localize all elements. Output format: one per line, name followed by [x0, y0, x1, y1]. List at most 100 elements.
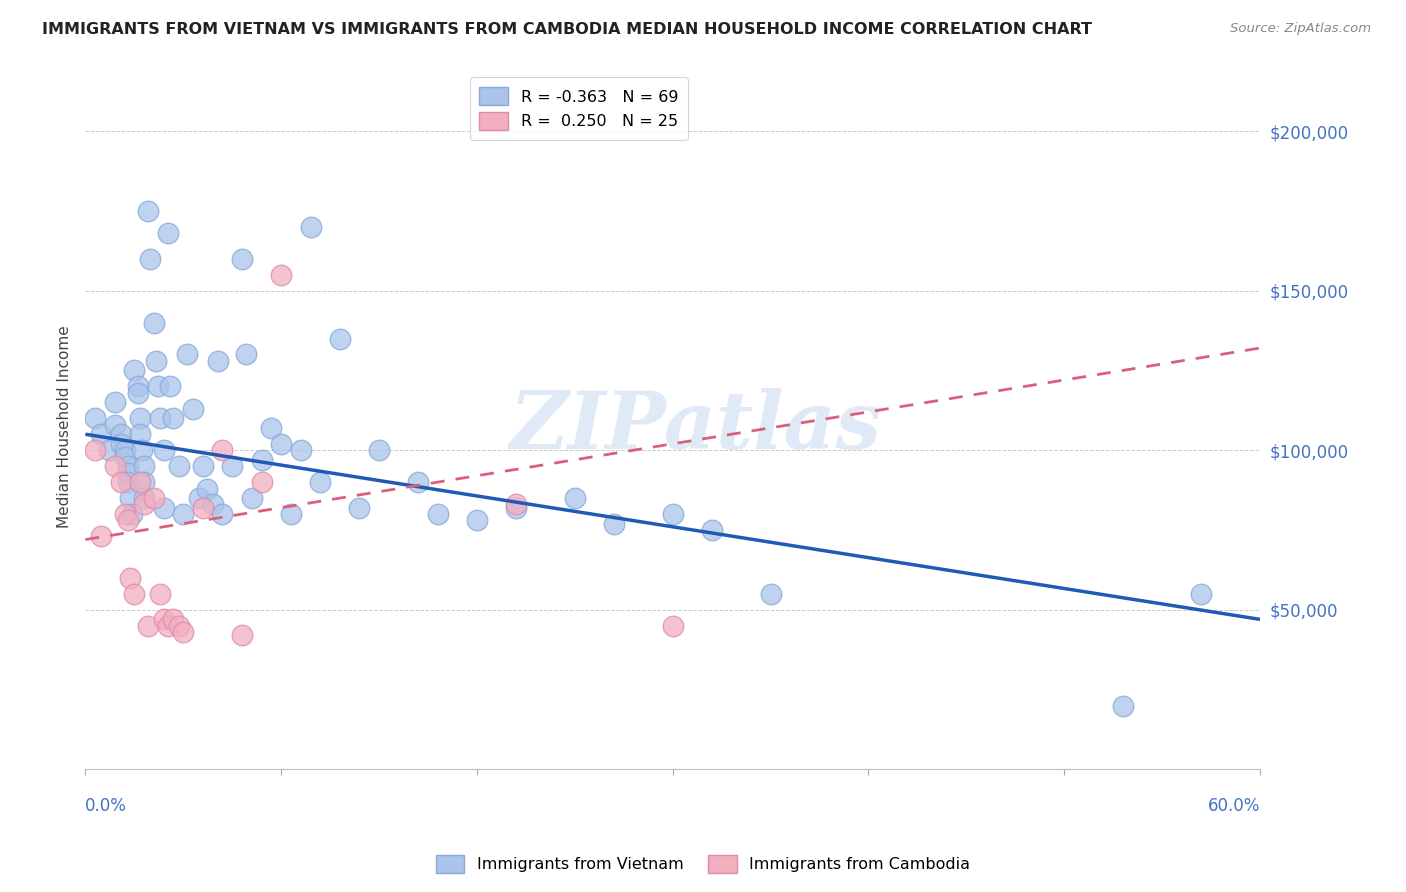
Point [114, 507, 136, 521]
Point [505, 498, 527, 512]
Point [162, 411, 184, 425]
Point [406, 475, 429, 489]
Point [235, 347, 257, 361]
Point [127, 385, 149, 400]
Point [117, 466, 139, 480]
Point [309, 475, 332, 489]
Point [152, 612, 174, 626]
Point [97, 443, 120, 458]
Point [299, 219, 322, 234]
Point [221, 459, 243, 474]
Point [131, 443, 153, 458]
Point [132, 491, 155, 505]
Point [129, 475, 152, 489]
Point [159, 379, 181, 393]
Point [110, 437, 132, 451]
Point [84, 443, 107, 458]
Point [145, 354, 167, 368]
Point [195, 482, 218, 496]
Point [759, 587, 782, 601]
Text: IMMIGRANTS FROM VIETNAM VS IMMIGRANTS FROM CAMBODIA MEDIAN HOUSEHOLD INCOME CORR: IMMIGRANTS FROM VIETNAM VS IMMIGRANTS FR… [42, 22, 1092, 37]
Point [270, 268, 292, 282]
Point [117, 475, 139, 489]
Text: 0.0%: 0.0% [86, 797, 128, 814]
Point [114, 443, 136, 458]
Point [129, 427, 152, 442]
Point [117, 513, 139, 527]
Point [132, 475, 155, 489]
Point [700, 523, 723, 537]
Point [120, 571, 142, 585]
Point [661, 618, 683, 632]
Point [149, 411, 172, 425]
Point [603, 516, 626, 531]
Point [124, 587, 146, 601]
Point [129, 411, 152, 425]
Point [207, 354, 229, 368]
Point [110, 475, 132, 489]
Point [1189, 587, 1212, 601]
Point [172, 507, 194, 521]
Text: ZIPatlas: ZIPatlas [510, 387, 882, 465]
Point [505, 500, 527, 515]
Point [146, 379, 169, 393]
Point [142, 491, 165, 505]
Point [104, 417, 127, 432]
Point [142, 316, 165, 330]
Legend: Immigrants from Vietnam, Immigrants from Cambodia: Immigrants from Vietnam, Immigrants from… [429, 848, 977, 880]
Point [349, 500, 371, 515]
Point [250, 452, 273, 467]
Point [136, 618, 159, 632]
Point [280, 507, 302, 521]
Point [120, 491, 142, 505]
Point [290, 443, 312, 458]
Point [564, 491, 586, 505]
Point [465, 513, 488, 527]
Y-axis label: Median Household Income: Median Household Income [58, 325, 72, 528]
Point [661, 507, 683, 521]
Point [132, 459, 155, 474]
Point [104, 459, 127, 474]
Point [329, 331, 352, 345]
Point [162, 612, 184, 626]
Point [426, 507, 449, 521]
Point [169, 618, 191, 632]
Point [181, 401, 204, 416]
Point [172, 625, 194, 640]
Point [90, 529, 112, 543]
Point [368, 443, 391, 458]
Point [169, 459, 191, 474]
Point [149, 587, 172, 601]
Point [152, 500, 174, 515]
Point [121, 507, 143, 521]
Point [231, 252, 253, 266]
Point [156, 226, 179, 240]
Point [211, 507, 233, 521]
Point [90, 427, 112, 442]
Point [191, 459, 214, 474]
Point [231, 628, 253, 642]
Point [1112, 698, 1135, 713]
Point [211, 443, 233, 458]
Point [114, 450, 136, 464]
Point [240, 491, 263, 505]
Point [127, 379, 149, 393]
Point [124, 363, 146, 377]
Point [117, 459, 139, 474]
Point [152, 443, 174, 458]
Point [270, 437, 292, 451]
Point [191, 500, 214, 515]
Point [132, 498, 155, 512]
Point [84, 411, 107, 425]
Point [104, 395, 127, 409]
Point [201, 498, 224, 512]
Point [176, 347, 198, 361]
Point [260, 421, 283, 435]
Text: Source: ZipAtlas.com: Source: ZipAtlas.com [1230, 22, 1371, 36]
Point [139, 252, 162, 266]
Point [156, 618, 179, 632]
Point [110, 427, 132, 442]
Point [187, 491, 209, 505]
Point [136, 203, 159, 218]
Text: 60.0%: 60.0% [1208, 797, 1260, 814]
